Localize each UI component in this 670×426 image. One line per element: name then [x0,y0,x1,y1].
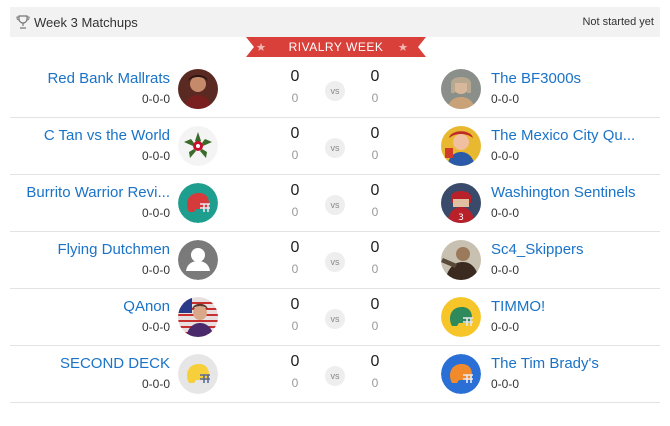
home-team-record: 0-0-0 [141,377,170,391]
away-score: 0 [370,182,380,199]
away-team-record: 0-0-0 [491,206,520,220]
photo-avatar[interactable] [441,69,481,109]
vs-badge: vs [325,81,345,101]
home-projected: 0 [291,376,299,390]
rivalry-week-banner: RIVALRY WEEK [246,37,426,57]
vs-badge: vs [325,252,345,272]
matchup-row: Flying Dutchmen 0-0-0 0 0 vs 0 0 Sc4_Ski… [10,232,660,289]
away-team-record: 0-0-0 [491,263,520,277]
away-projected: 0 [371,262,379,276]
away-score: 0 [370,353,380,370]
header-left: Week 3 Matchups [16,15,138,30]
svg-text:3: 3 [458,213,464,223]
matchup-row: Burrito Warrior Revi... 0-0-0 0 0 vs 0 0… [10,175,660,232]
vs-badge: vs [325,366,345,386]
home-team-record: 0-0-0 [141,206,170,220]
away-projected: 0 [371,205,379,219]
status-text: Not started yet [582,16,654,28]
away-team-name[interactable]: Sc4_Skippers [491,241,584,258]
vs-badge: vs [325,195,345,215]
home-score: 0 [290,182,300,199]
matchup-row: Red Bank Mallrats 0-0-0 0 0 vs 0 0 The B… [10,61,660,118]
home-projected: 0 [291,205,299,219]
home-team-name[interactable]: QAnon [123,298,170,315]
away-team-record: 0-0-0 [491,320,520,334]
photo-avatar[interactable] [178,69,218,109]
matchups-header: Week 3 Matchups Not started yet [10,7,660,37]
home-team-name[interactable]: Burrito Warrior Revi... [26,184,170,201]
home-score: 0 [290,296,300,313]
away-team-record: 0-0-0 [491,149,520,163]
away-projected: 0 [371,376,379,390]
away-score: 0 [370,68,380,85]
away-team-name[interactable]: The Tim Brady's [491,355,599,372]
ohio-state-logo[interactable] [178,126,218,166]
page-title: Week 3 Matchups [34,14,138,30]
away-team-record: 0-0-0 [491,377,520,391]
vs-badge: vs [325,309,345,329]
helmet-avatar-yellow[interactable] [441,297,481,337]
helmet-avatar-blue[interactable] [441,354,481,394]
away-team-name[interactable]: TIMMO! [491,298,546,315]
matchup-row: SECOND DECK 0-0-0 0 0 vs 0 0 The Tim Bra… [10,346,660,403]
away-team-name[interactable]: The Mexico City Qu... [491,127,636,144]
matchup-row: C Tan vs the World 0-0-0 0 0 vs 0 0 The … [10,118,660,175]
home-score: 0 [290,125,300,142]
away-score: 0 [370,239,380,256]
away-team-name[interactable]: The BF3000s [491,70,582,87]
home-team-record: 0-0-0 [141,320,170,334]
photo-avatar[interactable] [441,126,481,166]
home-team-record: 0-0-0 [141,149,170,163]
away-score: 0 [370,125,380,142]
home-team-name[interactable]: Red Bank Mallrats [47,70,170,87]
home-team-record: 0-0-0 [141,92,170,106]
away-team-name[interactable]: Washington Sentinels [491,184,636,201]
default-user-avatar[interactable] [178,240,218,280]
home-team-name[interactable]: SECOND DECK [59,355,170,372]
home-score: 0 [290,68,300,85]
trophy-icon [16,15,30,29]
home-projected: 0 [291,91,299,105]
home-score: 0 [290,353,300,370]
matchup-row: QAnon 0-0-0 0 0 vs 0 0 TIMMO! 0-0-0 [10,289,660,346]
away-projected: 0 [371,148,379,162]
away-score: 0 [370,296,380,313]
home-team-name[interactable]: Flying Dutchmen [57,241,170,258]
home-score: 0 [290,239,300,256]
vs-badge: vs [325,138,345,158]
photo-avatar[interactable] [441,240,481,280]
banner-label: RIVALRY WEEK [288,40,384,54]
helmet-avatar-light[interactable] [178,354,218,394]
helmet-avatar-teal[interactable] [178,183,218,223]
away-projected: 0 [371,319,379,333]
home-projected: 0 [291,148,299,162]
away-projected: 0 [371,91,379,105]
photo-avatar[interactable] [178,297,218,337]
away-team-record: 0-0-0 [491,92,520,106]
home-projected: 0 [291,262,299,276]
home-team-record: 0-0-0 [141,263,170,277]
home-team-name[interactable]: C Tan vs the World [43,127,170,144]
home-projected: 0 [291,319,299,333]
photo-avatar[interactable]: 3 [441,183,481,223]
